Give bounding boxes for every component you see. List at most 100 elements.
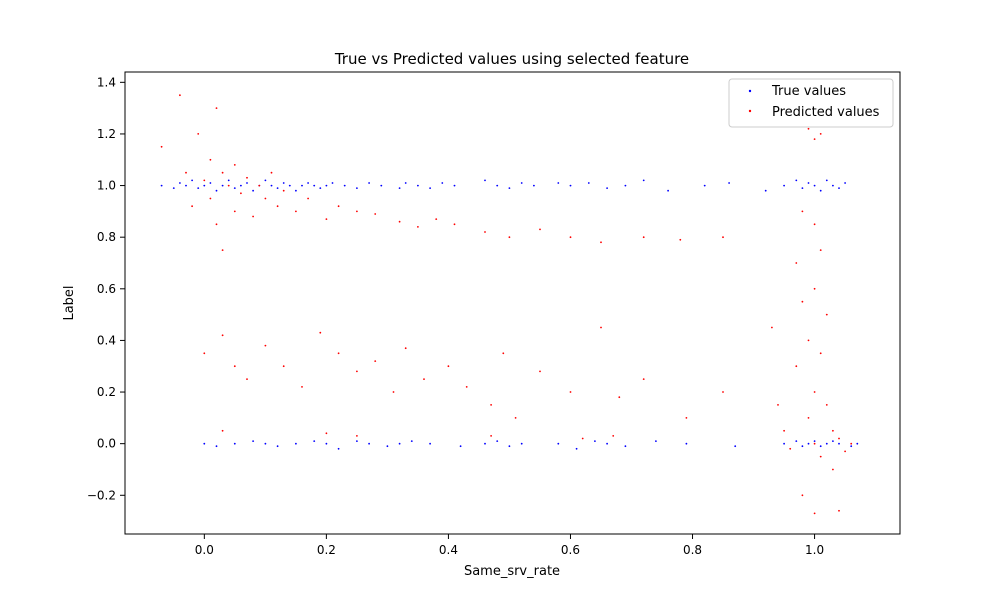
- predicted-value-point: [539, 370, 541, 373]
- true-value-point: [325, 442, 328, 445]
- y-tick-label: 0.8: [97, 230, 116, 244]
- predicted-value-point: [819, 249, 822, 252]
- true-value-point: [642, 179, 645, 182]
- true-value-point: [685, 442, 688, 445]
- predicted-value-point: [813, 442, 816, 445]
- predicted-value-point: [295, 210, 297, 213]
- predicted-value-point: [832, 429, 834, 432]
- true-value-point: [203, 184, 206, 187]
- true-value-point: [288, 184, 291, 187]
- true-value-point: [233, 187, 236, 190]
- predicted-value-point: [423, 378, 425, 380]
- predicted-value-point: [819, 352, 822, 355]
- true-value-point: [734, 445, 737, 448]
- true-value-point: [533, 184, 535, 187]
- true-value-point: [356, 187, 358, 190]
- true-value-point: [227, 179, 230, 182]
- true-value-point: [624, 445, 627, 448]
- predicted-value-point: [569, 391, 572, 393]
- y-tick-label: 0.6: [97, 282, 116, 296]
- y-axis-ticks: −0.2 0.0 0.2 0.4 0.6 0.8 1.0 1.2 1.4: [87, 75, 125, 502]
- true-value-point: [807, 182, 810, 184]
- predicted-value-point: [795, 365, 798, 368]
- predicted-value-point: [819, 133, 822, 135]
- true-value-point: [569, 184, 572, 187]
- true-value-point: [496, 184, 499, 187]
- true-value-point: [209, 182, 212, 184]
- true-value-point: [343, 184, 346, 187]
- true-value-point: [496, 440, 499, 442]
- predicted-value-point: [221, 429, 224, 432]
- true-value-point: [844, 182, 846, 184]
- predicted-value-point: [807, 127, 810, 130]
- predicted-value-point: [398, 220, 401, 223]
- predicted-value-point: [221, 249, 224, 252]
- predicted-value-point: [679, 238, 682, 241]
- predicted-value-point: [642, 378, 645, 380]
- true-value-point: [606, 187, 608, 190]
- predicted-value-point: [191, 205, 194, 208]
- true-value-point: [429, 187, 431, 190]
- true-value-point: [655, 440, 657, 442]
- legend-box: [728, 78, 894, 128]
- legend-label-true-values: True values: [771, 84, 846, 99]
- predicted-value-point: [490, 435, 492, 437]
- predicted-value-point: [844, 450, 846, 453]
- y-axis-label: Label: [62, 285, 77, 320]
- true-value-point: [557, 442, 560, 445]
- predicted-value-point: [447, 365, 450, 368]
- predicted-value-point: [221, 334, 224, 337]
- predicted-value-point: [642, 236, 645, 239]
- true-value-point: [252, 189, 255, 192]
- true-value-point: [825, 442, 828, 445]
- predicted-value-point: [838, 509, 840, 512]
- true-value-point: [819, 445, 822, 448]
- true-value-point: [825, 179, 828, 182]
- true-value-point: [856, 442, 859, 445]
- predicted-value-point: [325, 432, 328, 435]
- true-value-point: [307, 182, 309, 184]
- predicted-value-point: [539, 228, 541, 231]
- legend-marker-predicted-values: [748, 109, 752, 113]
- predicted-value-point: [838, 437, 840, 440]
- true-value-point: [179, 182, 181, 184]
- predicted-value-point: [801, 300, 804, 303]
- true-value-point: [197, 187, 200, 190]
- true-value-point: [252, 440, 255, 442]
- predicted-value-point: [435, 218, 438, 221]
- true-value-point: [838, 442, 840, 445]
- predicted-value-point: [490, 404, 492, 406]
- predicted-value-point: [209, 158, 212, 161]
- true-value-point: [832, 184, 834, 187]
- true-value-point: [276, 445, 279, 448]
- true-value-point: [215, 189, 218, 192]
- predicted-value-point: [618, 396, 621, 399]
- predicted-value-point: [484, 231, 486, 233]
- predicted-value-point: [392, 391, 395, 393]
- predicted-value-point: [203, 179, 206, 182]
- predicted-value-point: [807, 417, 810, 419]
- true-value-point: [172, 187, 175, 190]
- true-value-point: [703, 184, 706, 187]
- true-value-point: [356, 440, 358, 442]
- true-value-point: [850, 445, 853, 448]
- predicted-value-point: [502, 352, 505, 355]
- axes-frame: [124, 71, 901, 535]
- legend: True values Predicted values: [728, 78, 894, 128]
- predicted-value-point: [215, 107, 218, 109]
- predicted-value-point: [600, 241, 602, 244]
- true-value-point: [331, 182, 334, 184]
- predicted-value-point: [813, 287, 816, 290]
- y-tick-label: −0.2: [87, 488, 116, 502]
- true-value-point: [783, 184, 785, 187]
- predicted-value-point: [581, 437, 584, 440]
- true-value-point: [295, 189, 297, 192]
- legend-marker-true-values: [748, 89, 752, 93]
- true-value-point: [728, 182, 730, 184]
- true-value-point: [453, 184, 456, 187]
- true-value-point: [764, 189, 767, 192]
- chart-title: True vs Predicted values using selected …: [334, 50, 689, 68]
- legend-label-predicted-values: Predicted values: [772, 105, 880, 120]
- true-value-point: [398, 187, 401, 190]
- predicted-value-point: [356, 370, 358, 373]
